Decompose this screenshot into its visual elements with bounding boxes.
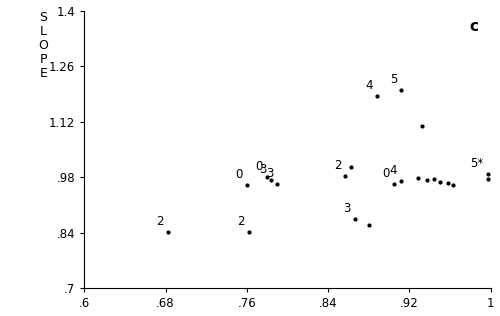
Text: c: c [470,19,478,34]
Text: 3: 3 [343,202,350,215]
Text: 2: 2 [156,215,164,228]
Text: 5*: 5* [470,157,484,170]
Text: 4: 4 [390,164,397,177]
Text: 5: 5 [390,73,397,86]
Text: 0: 0 [236,168,242,181]
Text: 0: 0 [256,160,263,173]
Text: 4: 4 [365,79,372,92]
Text: 0: 0 [382,167,390,180]
Text: 2: 2 [237,215,244,228]
Text: 2: 2 [334,159,341,172]
Text: 3: 3 [260,163,267,176]
Text: 3: 3 [266,167,273,180]
Text: S
L
O
P
E: S L O P E [38,10,48,80]
